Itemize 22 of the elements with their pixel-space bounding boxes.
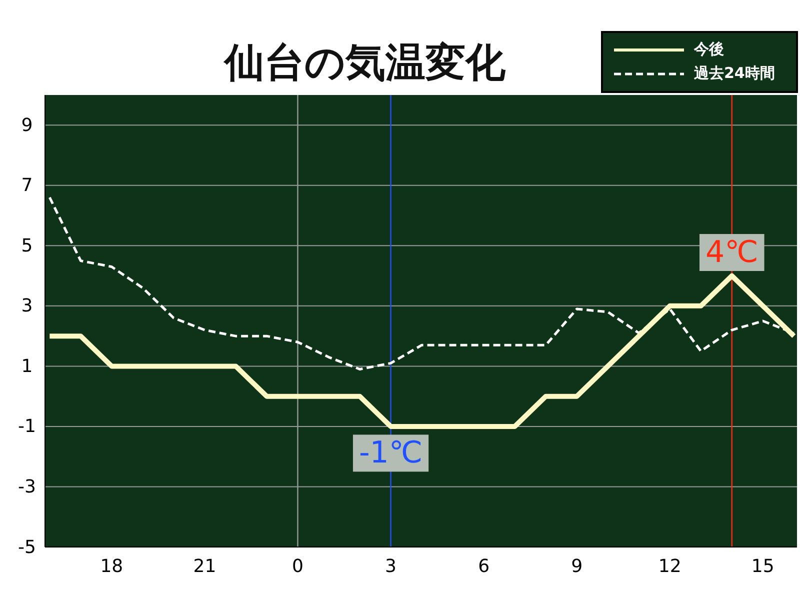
chart-title: 仙台の気温変化	[222, 40, 506, 86]
x-tick-label: 6	[478, 556, 490, 577]
y-tick-label: -1	[18, 416, 36, 438]
y-tick-label: -5	[18, 536, 36, 558]
x-tick-label: 9	[571, 556, 583, 577]
y-tick-label: 5	[21, 235, 33, 256]
x-tick-label: 21	[193, 556, 216, 577]
x-tick-label: 3	[385, 556, 396, 577]
y-tick-label: 3	[21, 296, 33, 317]
annotation: -1℃	[358, 436, 423, 471]
x-tick-label: 12	[658, 556, 682, 577]
y-tick-label: -3	[18, 476, 36, 498]
x-tick-label: 0	[292, 556, 304, 577]
y-tick-label: 7	[21, 175, 33, 196]
x-tick-label: 18	[100, 556, 124, 577]
y-tick-label: 9	[21, 114, 33, 136]
annotation: 4℃	[705, 235, 758, 270]
legend-label: 過去24時間	[693, 64, 775, 82]
y-tick-label: 1	[21, 356, 33, 377]
x-tick-label: 15	[751, 556, 774, 577]
legend-label: 今後	[693, 40, 724, 58]
line-series	[48, 196, 796, 370]
